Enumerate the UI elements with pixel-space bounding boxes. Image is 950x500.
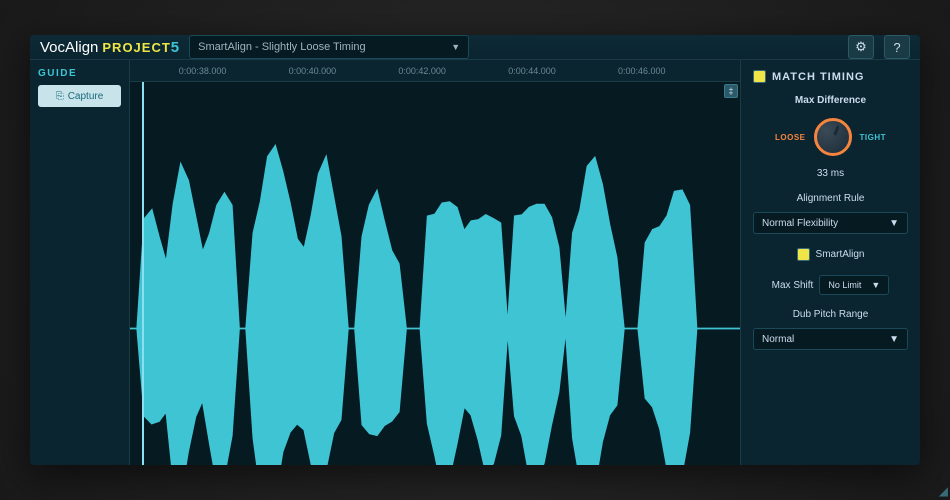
ruler-tick: 0:00:40.000 <box>289 66 337 76</box>
alignment-rule-dropdown[interactable]: Normal Flexibility ▼ <box>753 212 908 234</box>
dub-pitch-dropdown[interactable]: Normal ▼ <box>753 328 908 350</box>
ruler-tick: 0:00:42.000 <box>398 66 446 76</box>
dropdown-arrow-icon: ▼ <box>871 280 880 290</box>
smartalign-checkbox[interactable] <box>797 248 810 261</box>
maxshift-dropdown[interactable]: No Limit ▼ <box>819 275 889 295</box>
max-difference-knob[interactable] <box>814 118 852 156</box>
loose-label: LOOSE <box>775 133 806 142</box>
guide-section: GUIDE ⎘ Capture <box>30 60 129 465</box>
gear-icon: ⚙ <box>855 39 867 55</box>
alignment-rule-label: Alignment Rule <box>753 193 908 204</box>
header-bar: VocAlign PROJECT5 SmartAlign - Slightly … <box>30 35 920 60</box>
maxshift-value: No Limit <box>828 280 861 290</box>
maxshift-row: Max Shift No Limit ▼ <box>753 275 908 295</box>
dub-pitch-label: Dub Pitch Range <box>753 309 908 320</box>
capture-icon: ⎘ <box>56 91 64 102</box>
dropdown-arrow-icon: ▼ <box>889 218 899 229</box>
preset-label: SmartAlign - Slightly Loose Timing <box>198 41 366 53</box>
ruler-tick: 0:00:44.000 <box>508 66 556 76</box>
logo-five: 5 <box>171 39 179 56</box>
guide-capture-label: Capture <box>68 91 104 102</box>
knob-value: 33 ms <box>753 168 908 179</box>
match-timing-label: MATCH TIMING <box>772 71 864 83</box>
preset-dropdown[interactable]: SmartAlign - Slightly Loose Timing ▼ <box>189 35 469 59</box>
ruler-tick: 0:00:38.000 <box>179 66 227 76</box>
settings-button[interactable]: ⚙ <box>848 35 874 59</box>
waveform-center: 0:00:38.000 0:00:40.000 0:00:42.000 0:00:44… <box>130 60 740 465</box>
logo: VocAlign PROJECT5 <box>40 39 179 56</box>
guide-capture-button[interactable]: ⎘ Capture <box>38 85 121 107</box>
guide-lane[interactable]: ‡ <box>130 82 740 465</box>
match-timing-header: MATCH TIMING <box>753 70 908 83</box>
logo-align: Align <box>65 39 98 56</box>
knob-row: LOOSE TIGHT <box>753 118 908 156</box>
guide-waveform <box>130 82 740 465</box>
left-panel: GUIDE ⎘ Capture DUB ⎘ Capture OUTPUT Ren… <box>30 60 130 465</box>
logo-project: PROJECT <box>102 40 170 55</box>
waveform-area: ‡ ‡ ‡ <box>130 82 740 465</box>
smartalign-row: SmartAlign <box>753 248 908 261</box>
smartalign-label: SmartAlign <box>816 249 865 260</box>
ruler-tick: 0:00:46.000 <box>618 66 666 76</box>
tight-label: TIGHT <box>860 133 887 142</box>
dropdown-arrow-icon: ▼ <box>889 334 899 345</box>
main-area: GUIDE ⎘ Capture DUB ⎘ Capture OUTPUT Ren… <box>30 60 920 465</box>
playhead[interactable] <box>142 82 144 465</box>
dub-pitch-value: Normal <box>762 334 794 345</box>
logo-voc: Voc <box>40 39 65 56</box>
guide-label: GUIDE <box>38 68 121 79</box>
help-button[interactable]: ? <box>884 35 910 59</box>
plugin-window: VocAlign PROJECT5 SmartAlign - Slightly … <box>30 35 920 465</box>
alignment-rule-value: Normal Flexibility <box>762 218 838 229</box>
dropdown-arrow-icon: ▼ <box>451 42 460 52</box>
max-difference-label: Max Difference <box>753 95 908 106</box>
maxshift-label: Max Shift <box>772 280 814 291</box>
right-panel: MATCH TIMING Max Difference LOOSE TIGHT … <box>740 60 920 465</box>
guide-anchor-button[interactable]: ‡ <box>724 84 738 98</box>
time-ruler[interactable]: 0:00:38.000 0:00:40.000 0:00:42.000 0:00:44… <box>130 60 740 82</box>
match-timing-checkbox[interactable] <box>753 70 766 83</box>
help-icon: ? <box>893 40 900 55</box>
